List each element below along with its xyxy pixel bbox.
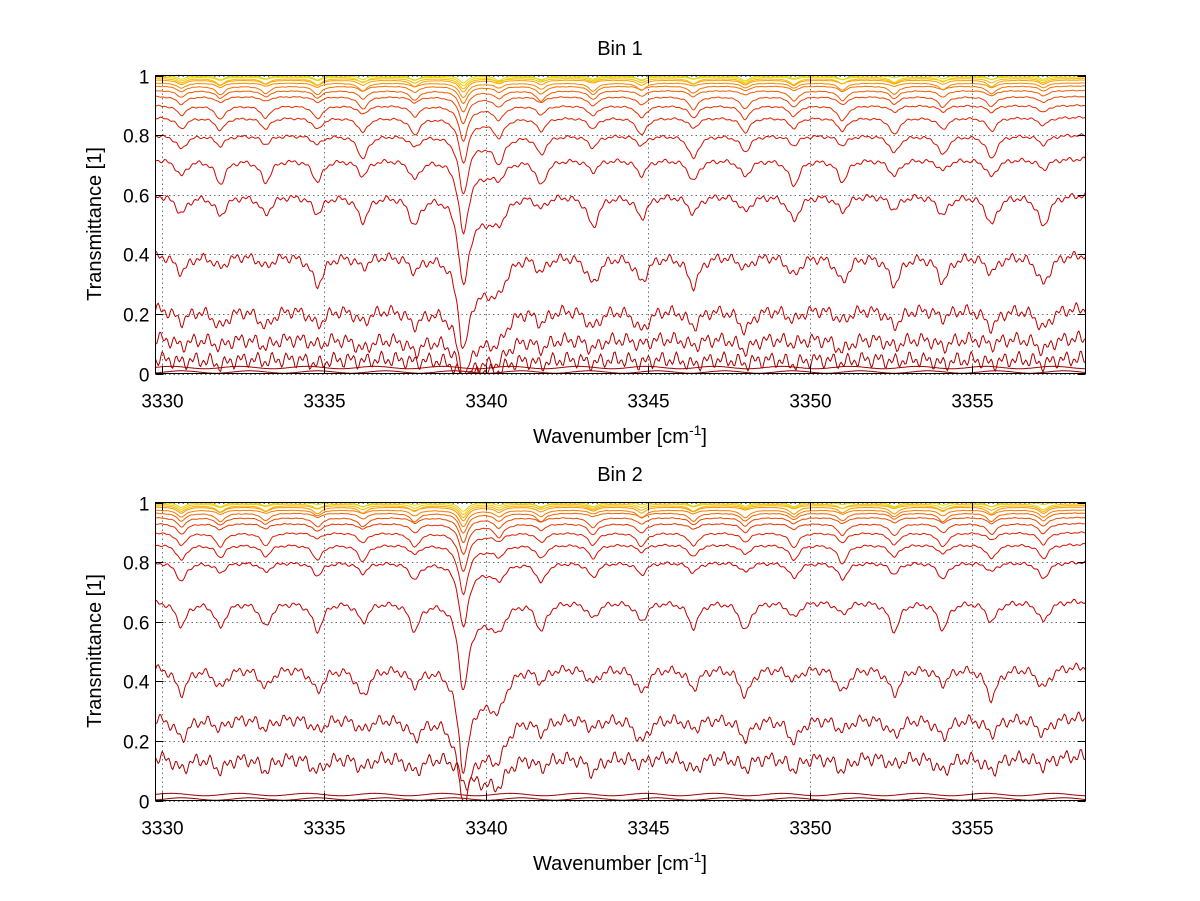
plot-area (155, 75, 1086, 374)
grid (155, 75, 1086, 375)
spectrum-series (155, 370, 1086, 374)
spectrum-series (155, 302, 1086, 374)
spectrum-series (155, 95, 1086, 124)
spectrum-series (155, 89, 1086, 113)
spectrum-series (155, 76, 1086, 87)
x-tick-label: 3335 (303, 392, 345, 413)
panel-bin-2: Bin 2 3330 3335 3340 3345 3350 3355 0 0.2 0.4 0.… (84, 464, 1086, 875)
spectrum-series (155, 749, 1086, 793)
y-axis-label: Transmittance [1] (84, 147, 106, 301)
y-tick-labels: 0 0.2 0.4 0.6 0.8 1 (123, 495, 150, 814)
y-tick-label: 0.6 (123, 614, 149, 635)
x-tick-label: 3330 (141, 392, 183, 413)
spectrum-series (155, 133, 1086, 195)
plot-area (155, 502, 1086, 801)
spectrum-series (155, 531, 1086, 572)
chart-title: Bin 1 (597, 38, 643, 60)
x-axis-label: Wavenumber [cm-1] (533, 422, 707, 448)
y-tick-labels: 0 0.2 0.4 0.6 0.8 1 (123, 68, 150, 387)
spectrum-series (155, 505, 1086, 518)
x-tick-label: 3330 (141, 819, 183, 840)
y-tick-label: 0.2 (123, 306, 149, 327)
x-tick-labels: 3330 3335 3340 3345 3350 3355 (141, 819, 993, 840)
x-tick-label: 3335 (303, 819, 345, 840)
spectrum-series (155, 192, 1086, 286)
spectrum-series (155, 365, 1086, 370)
spectrum-series (155, 503, 1086, 515)
y-tick-label: 0 (139, 366, 150, 387)
spectrum-series (155, 509, 1086, 528)
spectrum-series (155, 598, 1086, 690)
spectrum-series (155, 104, 1086, 142)
spectrum-series (155, 560, 1086, 628)
x-tick-label: 3345 (627, 392, 669, 413)
x-tick-label: 3345 (627, 819, 669, 840)
x-tick-labels: 3330 3335 3340 3345 3350 3355 (141, 392, 993, 413)
spectrum-series (155, 512, 1086, 534)
spectrum-series (155, 516, 1086, 544)
panel-bin-1: Bin 1 3330 3335 3340 3345 3350 3355 0 0.2 0.4 0.… (84, 38, 1086, 448)
spectrum-series (155, 542, 1086, 596)
tick-marks (155, 75, 1086, 375)
grid (155, 502, 1086, 802)
y-tick-label: 0.2 (123, 733, 149, 754)
y-tick-label: 0.8 (123, 554, 149, 575)
spectrum-series (155, 82, 1086, 98)
series-lines (155, 75, 1086, 374)
spectrum-series (155, 156, 1086, 235)
x-axis-label-superscript: -1 (689, 849, 702, 865)
y-tick-label: 0 (139, 793, 150, 814)
chart-title: Bin 2 (597, 464, 643, 486)
spectrum-series (155, 330, 1086, 374)
spectrum-series (155, 797, 1086, 801)
y-tick-label: 0.6 (123, 187, 149, 208)
spectrum-series (155, 85, 1086, 104)
spectrum-series (155, 522, 1086, 555)
spectrum-series (155, 792, 1086, 797)
series-lines (155, 502, 1086, 801)
spectrum-series (155, 115, 1086, 164)
y-tick-label: 0.4 (123, 246, 150, 267)
spectrum-series (155, 662, 1086, 774)
spectrum-series (155, 350, 1086, 374)
x-axis-label-superscript: -1 (689, 422, 702, 438)
tick-marks (155, 502, 1086, 802)
y-axis-label: Transmittance [1] (84, 574, 106, 728)
x-tick-label: 3340 (465, 819, 507, 840)
x-tick-label: 3355 (951, 392, 993, 413)
y-tick-label: 0.8 (123, 127, 149, 148)
x-tick-label: 3350 (789, 392, 831, 413)
x-tick-label: 3340 (465, 392, 507, 413)
spectrum-series (155, 711, 1086, 801)
x-axis-label: Wavenumber [cm-1] (533, 849, 707, 875)
spectrum-series (155, 506, 1086, 522)
y-tick-label: 0.4 (123, 673, 150, 694)
y-tick-label: 1 (139, 495, 150, 516)
x-tick-label: 3350 (789, 819, 831, 840)
x-tick-label: 3355 (951, 819, 993, 840)
spectrum-series (155, 79, 1086, 93)
spectrum-series (155, 250, 1086, 349)
spectrum-series (155, 78, 1086, 90)
y-tick-label: 1 (139, 68, 150, 89)
